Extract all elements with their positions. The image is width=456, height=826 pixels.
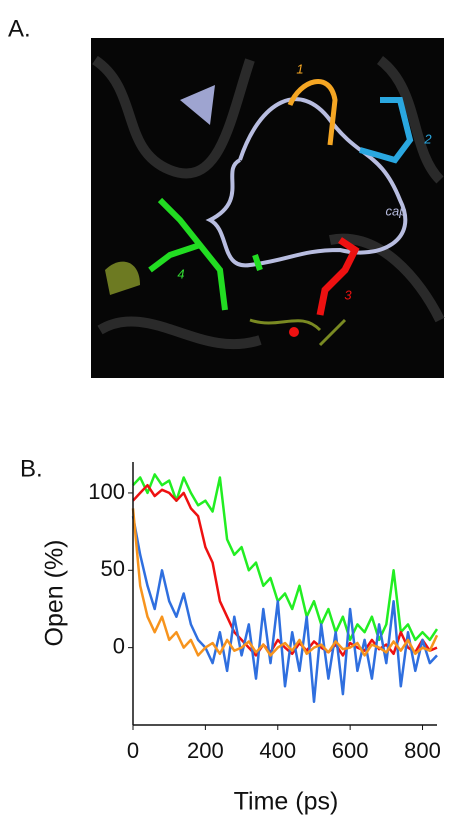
y-axis-title: Open (%) xyxy=(41,540,69,647)
x-tick-label: 0 xyxy=(127,738,139,763)
x-axis-title: Time (ps) xyxy=(234,788,339,816)
panel-label: B. xyxy=(20,455,43,482)
image-label: 3 xyxy=(344,287,352,302)
panel-label: A. xyxy=(8,15,31,42)
data-line xyxy=(133,516,437,702)
x-tick-label: 800 xyxy=(404,738,441,763)
y-tick-label: 0 xyxy=(113,633,125,658)
x-tick-label: 600 xyxy=(332,738,369,763)
image-label: 1 xyxy=(296,61,303,76)
image-label: 4 xyxy=(177,266,184,281)
x-tick-label: 400 xyxy=(259,738,296,763)
page: {"panel_labels": ["A.", "B."], "image_la… xyxy=(0,0,456,826)
image-label: cap xyxy=(386,203,407,218)
y-tick-label: 50 xyxy=(101,556,125,581)
x-tick-label: 200 xyxy=(187,738,224,763)
figure: A. 1 2 cap 4 3 B. Time (ps) Open (%) 0 50 100 0… xyxy=(0,0,456,821)
image-label: 2 xyxy=(423,131,432,146)
y-tick-label: 100 xyxy=(88,479,125,504)
